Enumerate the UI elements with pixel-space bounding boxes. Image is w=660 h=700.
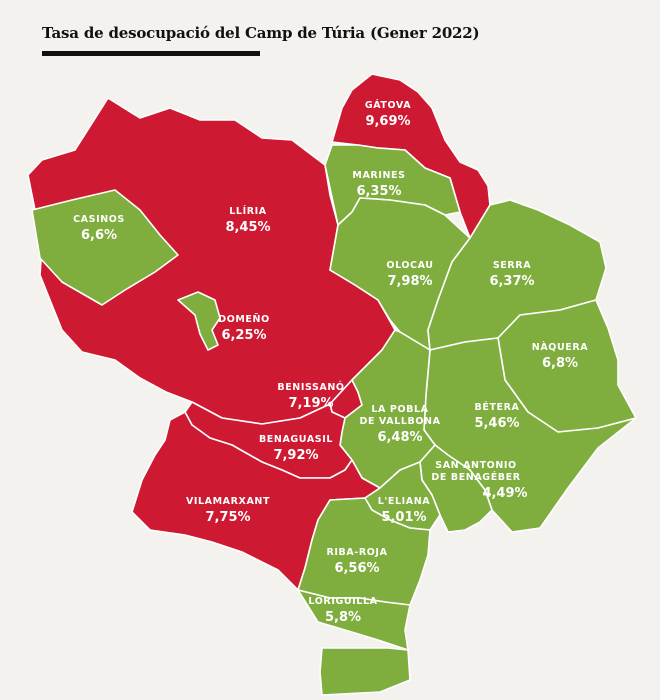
region-value-san-antonio: 4,49% <box>482 486 527 501</box>
region-value-riba-roja: 6,56% <box>334 561 379 576</box>
region-value-leliana: 5,01% <box>381 510 426 525</box>
region-value-naquera: 6,8% <box>542 356 578 371</box>
title-underline <box>42 51 260 56</box>
region-name-naquera: NÀQUERA <box>532 341 588 353</box>
region-value-gatova: 9,69% <box>365 114 410 129</box>
region-value-la-pobla: 6,48% <box>377 430 422 445</box>
region-value-benaguasil: 7,92% <box>273 448 318 463</box>
region-name-olocau: OLOCAU <box>386 260 433 271</box>
region-name-loriguilla: LORIGUILLA <box>308 596 377 607</box>
region-value-lliria: 8,45% <box>225 220 270 235</box>
region-value-casinos: 6,6% <box>81 228 117 243</box>
region-loriguilla[interactable] <box>297 589 411 696</box>
region-name-benissano: BENISSANÓ <box>277 381 344 393</box>
region-value-betera: 5,46% <box>474 416 519 431</box>
region-value-benissano: 7,19% <box>288 396 333 411</box>
region-value-loriguilla: 5,8% <box>325 610 361 625</box>
region-value-vilamarxant: 7,75% <box>205 510 250 525</box>
region-name-domeno: DOMEÑO <box>218 314 270 325</box>
region-name-san-antonio: SAN ANTONIO DE BENAGÉBER <box>431 460 520 483</box>
region-value-marines: 6,35% <box>356 184 401 199</box>
region-value-domeno: 6,25% <box>221 328 266 343</box>
region-name-benaguasil: BENAGUASIL <box>259 434 333 445</box>
region-name-riba-roja: RIBA-ROJA <box>326 547 387 558</box>
region-layer <box>27 73 637 696</box>
region-name-betera: BÉTERA <box>475 401 520 413</box>
region-name-leliana: L'ELIANA <box>378 496 431 507</box>
region-casinos[interactable] <box>31 189 179 306</box>
region-value-serra: 6,37% <box>489 274 534 289</box>
region-name-serra: SERRA <box>493 260 531 271</box>
label-layer: GÁTOVA 9,69% MARINES 6,35% CASINOS 6,6% LLÍRIA… <box>73 99 588 625</box>
region-name-casinos: CASINOS <box>73 214 125 225</box>
region-name-vilamarxant: VILAMARXANT <box>186 496 270 507</box>
region-value-olocau: 7,98% <box>387 274 432 289</box>
region-name-marines: MARINES <box>352 170 405 181</box>
map-title: Tasa de desocupació del Camp de Túria (G… <box>42 24 480 42</box>
region-name-la-pobla: LA POBLA DE VALLBONA <box>359 404 440 427</box>
region-domeno[interactable] <box>177 291 221 351</box>
region-name-gatova: GÁTOVA <box>365 99 411 111</box>
region-name-lliria: LLÍRIA <box>229 205 266 217</box>
